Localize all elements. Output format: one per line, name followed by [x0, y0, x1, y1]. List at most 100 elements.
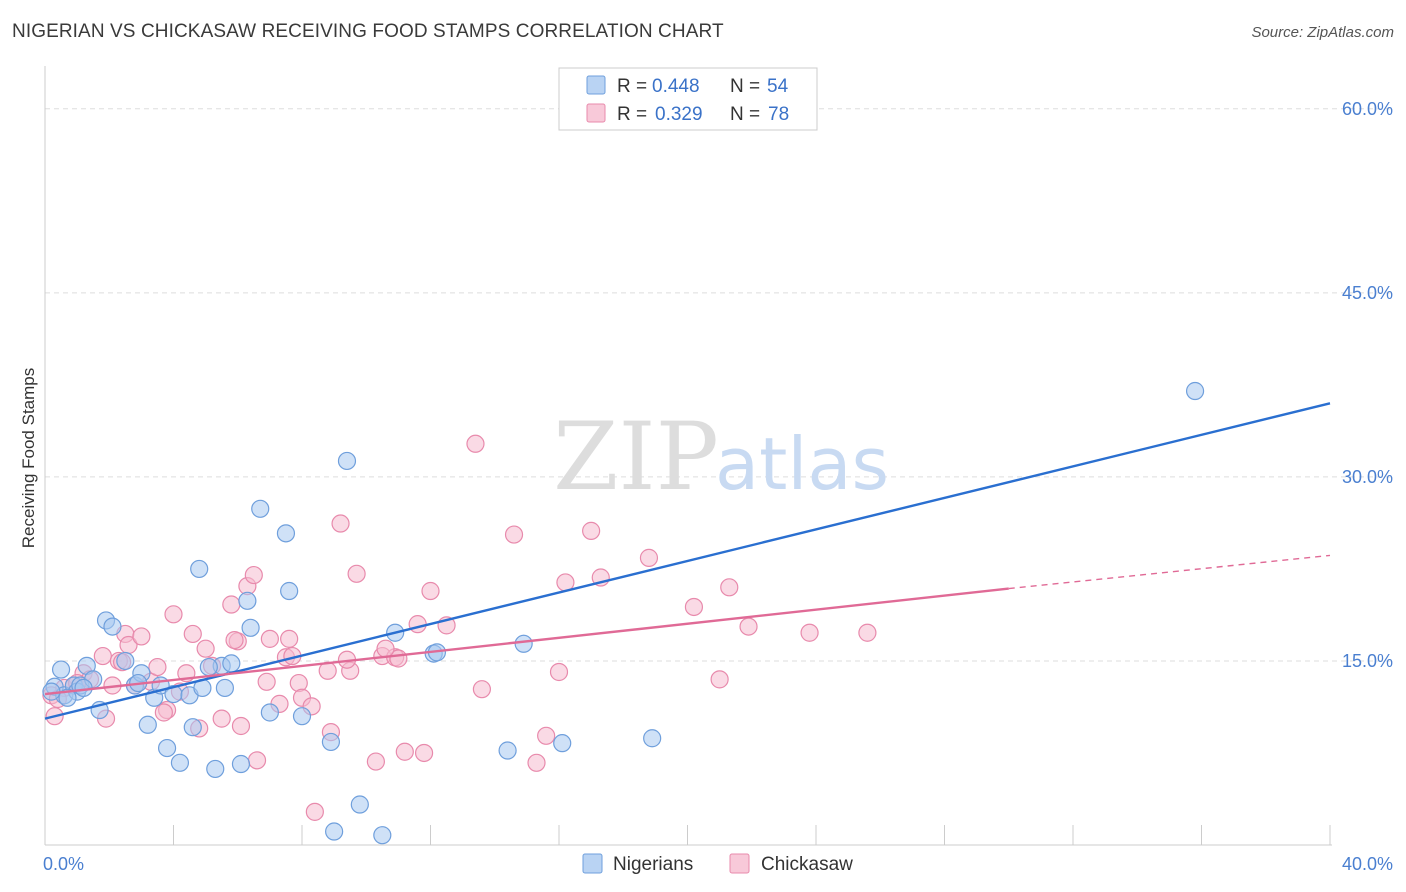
legend-r-label-chickasaw: R =: [617, 104, 647, 125]
nigerians-point: [292, 707, 312, 726]
chickasaw-point: [366, 752, 385, 771]
chickasaw-point: [414, 743, 434, 763]
chickasaw-point: [212, 709, 231, 728]
bottom-legend-swatch-nigerians: [582, 853, 603, 874]
nigerians-point: [1185, 381, 1205, 401]
legend-n-value-chickasaw: 78: [768, 104, 789, 125]
watermark-zip: ZIP: [553, 403, 719, 512]
legend-r-value-nigerians: 0.448: [652, 76, 700, 97]
legend-r-value-chickasaw: 0.329: [655, 104, 703, 125]
nigerians-point: [373, 826, 392, 845]
nigerians-point: [51, 660, 71, 679]
nigerians-points: [42, 381, 1205, 845]
axis-layer: [44, 66, 1332, 846]
watermark: ZIP atlas: [553, 403, 889, 512]
bottom-legend-nigerians: Nigerians: [613, 854, 693, 875]
nigerians-point: [231, 754, 251, 774]
nigerians-point: [498, 741, 517, 760]
grid-layer: [45, 108, 1395, 662]
nigerians-point: [170, 753, 190, 772]
nigerians-point: [116, 651, 135, 671]
chickasaw-point: [231, 716, 251, 736]
legend-n-label-chickasaw: N =: [730, 104, 760, 125]
nigerians-point: [222, 654, 241, 673]
chickasaw-point: [132, 627, 151, 646]
chickasaw-trend-line: [44, 587, 1009, 696]
nigerians-point: [215, 678, 234, 698]
nigerians-point: [103, 617, 122, 636]
chickasaw-point: [684, 597, 704, 617]
nigerians-point: [553, 734, 572, 753]
nigerians-point: [157, 738, 177, 758]
legend-r-label-nigerians: R =: [617, 76, 647, 97]
chickasaw-point: [247, 751, 267, 770]
chickasaw-point: [244, 565, 263, 585]
nigerians-point: [276, 524, 296, 543]
bottom-legend: Nigerians Chickasaw: [582, 853, 853, 875]
chickasaw-point: [527, 753, 546, 772]
y-tick-label-45: 45.0%: [1342, 283, 1393, 303]
chickasaw-point: [739, 617, 758, 636]
nigerians-point: [514, 634, 533, 653]
chickasaw-point: [710, 670, 729, 689]
y-tick-label-60: 60.0%: [1342, 99, 1393, 119]
chickasaw-point: [421, 581, 440, 601]
legend: R = 0.448 N = 54 R = 0.329 N = 78: [558, 67, 818, 131]
chickasaw-point: [305, 802, 324, 821]
trend-layer: [44, 402, 1331, 720]
nigerians-point: [199, 657, 218, 677]
tick-labels: 15.0% 30.0% 45.0% 60.0% 0.0% 40.0%: [43, 99, 1393, 874]
y-axis-title: Receiving Food Stamps: [19, 368, 38, 548]
chickasaw-point: [289, 673, 308, 693]
nigerians-point: [325, 822, 344, 841]
legend-n-label-nigerians: N =: [730, 76, 760, 97]
x-tick-label-0: 0.0%: [43, 854, 84, 874]
chickasaw-point: [257, 672, 276, 691]
chickasaw-point: [280, 629, 299, 648]
nigerians-point: [337, 451, 357, 471]
legend-swatch-nigerians: [586, 75, 606, 95]
chickasaw-point: [504, 525, 524, 544]
chickasaw-point: [466, 434, 485, 453]
nigerians-point: [138, 715, 157, 734]
chickasaw-point: [800, 623, 819, 642]
chickasaw-point: [582, 521, 601, 540]
chickasaw-point: [347, 564, 366, 583]
nigerians-point: [241, 618, 260, 637]
legend-n-value-nigerians: 54: [767, 76, 789, 97]
chickasaw-point: [639, 548, 659, 567]
nigerians-point: [350, 795, 369, 814]
chickasaw-point: [858, 623, 877, 642]
chickasaw-point: [549, 662, 569, 682]
legend-swatch-chickasaw: [586, 103, 606, 123]
nigerians-trend-line: [44, 402, 1331, 720]
watermark-atlas: atlas: [715, 422, 889, 506]
chickasaw-point: [225, 630, 244, 650]
chickasaw-trend-extension: [1008, 554, 1331, 590]
chickasaw-point: [331, 514, 350, 533]
bottom-legend-swatch-chickasaw: [729, 853, 750, 874]
chickasaw-point: [376, 639, 395, 658]
chickasaw-point: [196, 639, 215, 658]
chickasaw-point: [260, 629, 279, 648]
chickasaw-point: [148, 657, 167, 677]
chickasaw-point: [472, 680, 491, 699]
nigerians-point: [238, 591, 257, 610]
chickasaw-point: [408, 615, 427, 634]
nigerians-point: [280, 581, 299, 601]
bottom-legend-chickasaw: Chickasaw: [761, 854, 853, 875]
chart-title: NIGERIAN VS CHICKASAW RECEIVING FOOD STA…: [12, 21, 724, 42]
nigerians-point: [206, 759, 225, 779]
nigerians-point: [260, 703, 279, 722]
chickasaw-point: [720, 578, 739, 597]
chickasaw-point: [164, 605, 183, 624]
nigerians-point: [321, 732, 341, 752]
x-tick-label-40: 40.0%: [1342, 854, 1393, 874]
nigerians-point: [251, 499, 270, 518]
chickasaw-point: [395, 742, 414, 761]
nigerians-point: [643, 729, 662, 748]
y-tick-label-15: 15.0%: [1342, 651, 1393, 671]
source-label: Source: ZipAtlas.com: [1251, 24, 1394, 41]
nigerians-point: [183, 718, 202, 737]
